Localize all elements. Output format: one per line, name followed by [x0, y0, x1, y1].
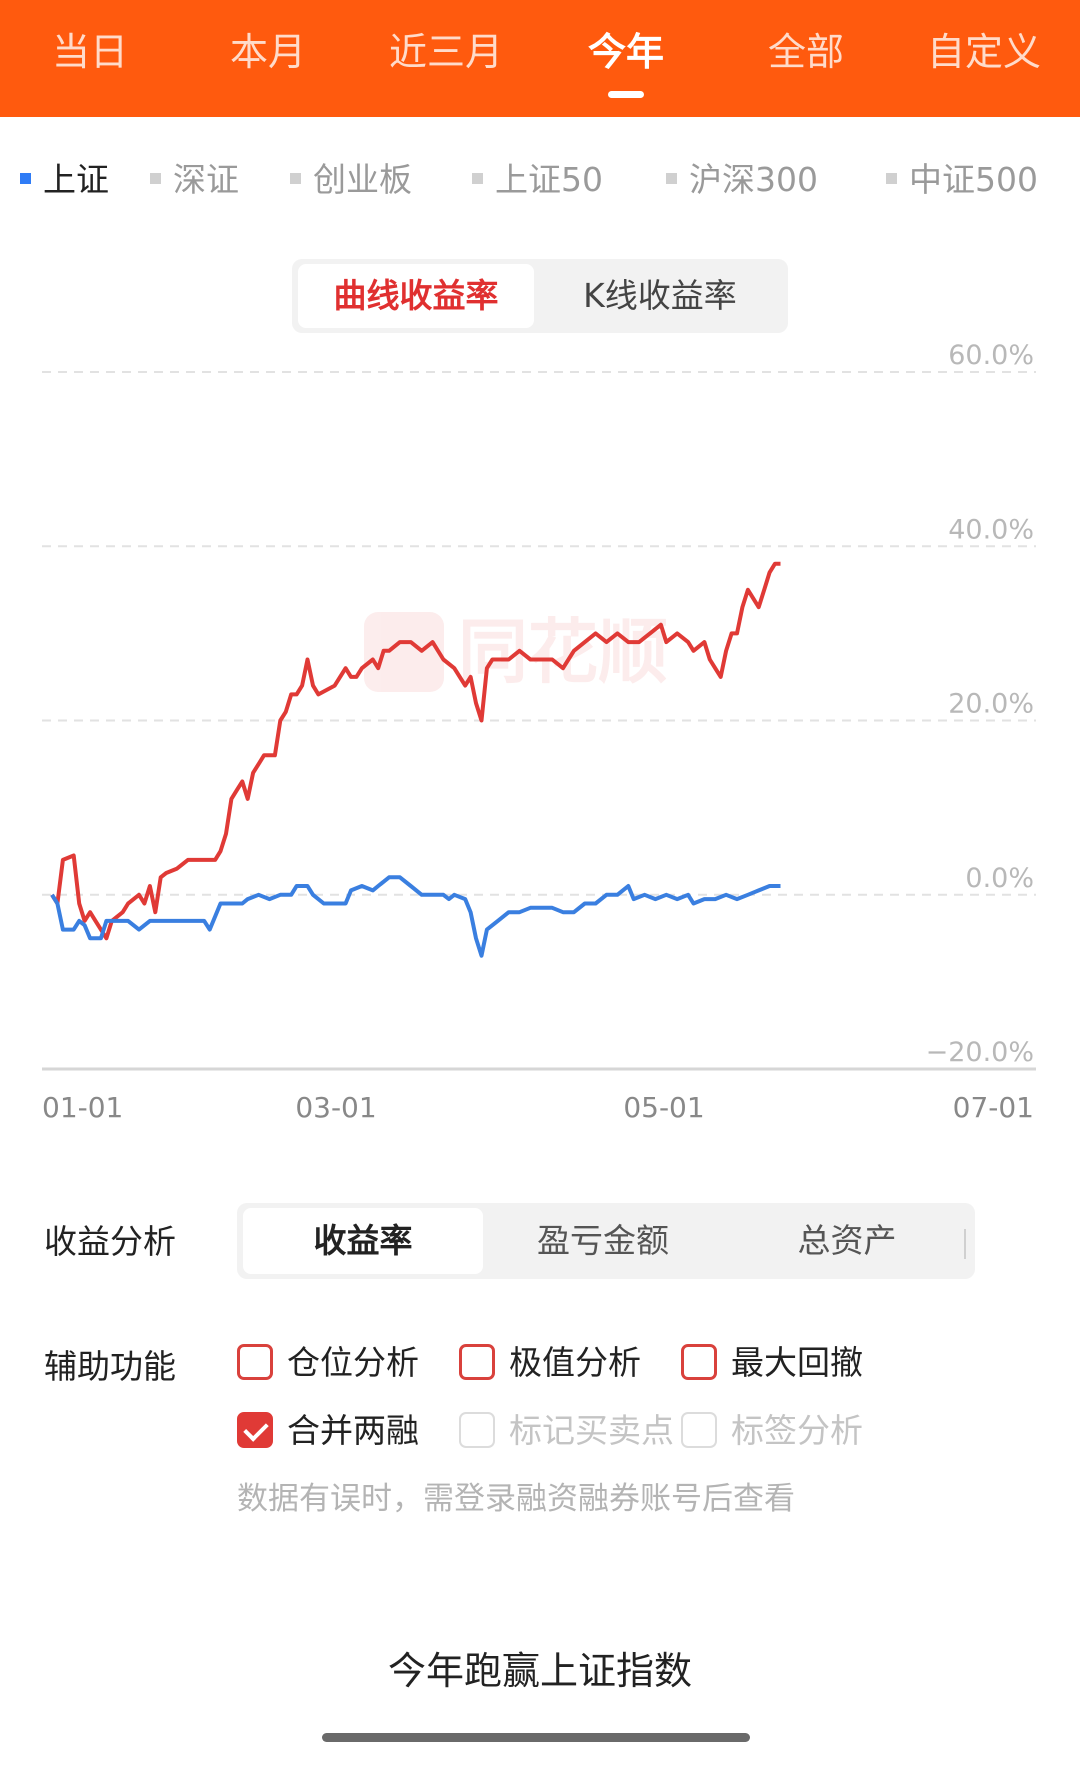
y-tick-label: 60.0% [948, 340, 1034, 371]
y-tick-label: 40.0% [948, 514, 1034, 545]
analysis-option-profit[interactable]: 盈亏金额 [537, 1221, 669, 1260]
x-tick-label: 03-01 [295, 1091, 376, 1124]
index-label: 上证50 [495, 160, 603, 199]
tab-all[interactable]: 全部 [716, 24, 896, 80]
checkbox-max-drawdown[interactable]: 最大回撤 [681, 1338, 863, 1388]
tab-label: 今年 [587, 30, 664, 74]
checkbox-icon [681, 1411, 717, 1448]
checkbox-icon [681, 1343, 717, 1380]
margin-note: 数据有误时，需登录融资融券账号后查看 [237, 1481, 795, 1517]
active-tab-indicator [608, 91, 644, 98]
return-chart: 同花顺 60.0% 40.0% 20.0% 0.0% −20.0% 01-01 03-01… [42, 340, 1036, 1124]
index-label: 中证500 [909, 160, 1038, 199]
checkbox-extreme-analysis[interactable]: 极值分析 [459, 1338, 641, 1388]
checkbox-checked-icon [237, 1411, 273, 1448]
analysis-label: 收益分析 [44, 1222, 176, 1261]
tab-this-month[interactable]: 本月 [178, 24, 358, 80]
watermark-text: 同花顺 [458, 611, 668, 693]
checkbox-label: 仓位分析 [287, 1343, 419, 1382]
tab-label: 自定义 [926, 30, 1041, 74]
checkbox-label: 标记买卖点 [509, 1411, 674, 1450]
tab-custom[interactable]: 自定义 [894, 24, 1074, 80]
chart-grid [42, 371, 1036, 1071]
index-shenzhen[interactable]: 深证 [150, 152, 239, 208]
segment-divider [964, 1229, 966, 1259]
tab-label: 全部 [767, 30, 844, 74]
checkbox-icon [459, 1343, 495, 1380]
tab-this-year[interactable]: 今年 [536, 24, 716, 98]
chart-type-toggle: 曲线收益率 K线收益率 [292, 259, 788, 333]
tab-label: 近三月 [388, 30, 503, 74]
index-csi300[interactable]: 沪深300 [666, 152, 818, 208]
tab-label: 本月 [229, 30, 306, 74]
index-selector: 上证 深证 创业板 上证50 沪深300 中证500 [0, 152, 1080, 208]
checkbox-merge-margin[interactable]: 合并两融 [237, 1406, 419, 1456]
x-tick-label: 01-01 [42, 1091, 123, 1124]
x-tick-label: 05-01 [623, 1091, 704, 1124]
x-tick-label: 07-01 [953, 1091, 1034, 1124]
legend-square-icon [20, 173, 31, 184]
legend-square-icon [472, 173, 483, 184]
checkbox-icon [237, 1343, 273, 1380]
analysis-option-assets[interactable]: 总资产 [797, 1221, 897, 1260]
index-label: 上证 [43, 160, 109, 199]
home-indicator [322, 1733, 750, 1742]
brand-logo-icon [364, 612, 444, 692]
chart-series [50, 561, 781, 958]
y-tick-label: 0.0% [965, 863, 1034, 894]
checkbox-label: 合并两融 [287, 1411, 419, 1450]
legend-square-icon [150, 173, 161, 184]
legend-square-icon [886, 173, 897, 184]
period-tab-bar: 当日 本月 近三月 今年 全部 自定义 [0, 0, 1080, 117]
index-sse50[interactable]: 上证50 [472, 152, 603, 208]
checkbox-label: 最大回撤 [731, 1343, 863, 1382]
x-axis-labels: 01-01 03-01 05-01 07-01 [42, 1091, 1034, 1124]
index-shanghai[interactable]: 上证 [20, 152, 109, 208]
portfolio-return-line [50, 561, 781, 941]
index-label: 沪深300 [689, 160, 818, 199]
index-label: 深证 [173, 160, 239, 199]
checkbox-position-analysis[interactable]: 仓位分析 [237, 1338, 419, 1388]
y-tick-label: −20.0% [926, 1037, 1034, 1068]
summary-text: 今年跑赢上证指数 [387, 1649, 692, 1693]
y-axis-labels: 60.0% 40.0% 20.0% 0.0% −20.0% [926, 340, 1034, 1068]
checkbox-icon [459, 1411, 495, 1448]
checkbox-label: 极值分析 [509, 1343, 641, 1382]
kline-return-option[interactable]: K线收益率 [583, 276, 737, 315]
checkbox-tag-analysis: 标签分析 [681, 1406, 863, 1456]
y-tick-label: 20.0% [948, 689, 1034, 720]
index-label: 创业板 [313, 160, 412, 199]
index-return-line [50, 875, 781, 958]
aux-label: 辅助功能 [44, 1347, 176, 1386]
curve-return-option[interactable]: 曲线收益率 [298, 264, 534, 328]
analysis-toggle: 收益率 盈亏金额 总资产 [237, 1203, 975, 1279]
tab-three-months[interactable]: 近三月 [356, 24, 536, 80]
checkbox-trade-points: 标记买卖点 [459, 1406, 674, 1456]
legend-square-icon [290, 173, 301, 184]
checkbox-label: 标签分析 [731, 1411, 863, 1450]
analysis-option-return[interactable]: 收益率 [243, 1208, 483, 1274]
watermark: 同花顺 [364, 611, 668, 693]
index-csi500[interactable]: 中证500 [886, 152, 1038, 208]
index-chinext[interactable]: 创业板 [290, 152, 412, 208]
tab-today[interactable]: 当日 [0, 24, 180, 80]
legend-square-icon [666, 173, 677, 184]
tab-label: 当日 [51, 30, 128, 74]
